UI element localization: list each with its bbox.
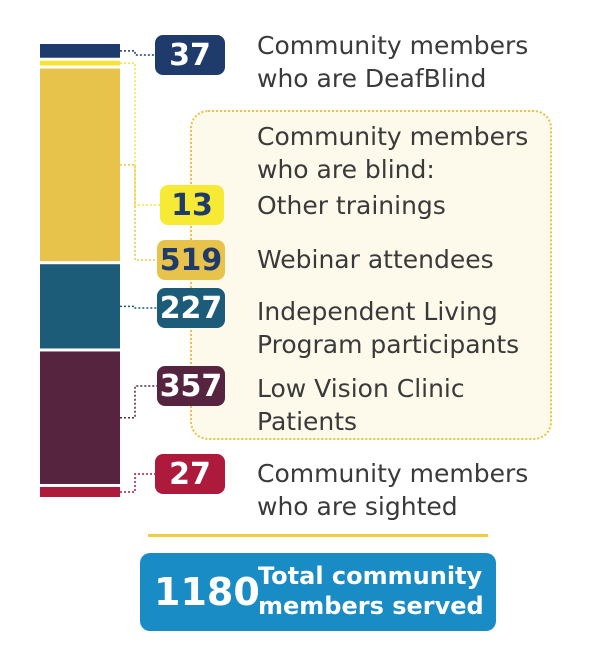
label-independent-living-line2: Program participants	[257, 330, 520, 359]
badge-low-vision: 357	[157, 366, 225, 406]
badge-other-trainings: 13	[160, 185, 224, 225]
label-deafblind-line2: who are DeafBlind	[257, 64, 487, 93]
label-sighted: Community members who are sighted	[257, 457, 528, 523]
total-box: 1180 Total community members served	[140, 553, 496, 631]
connector-independent-living	[120, 305, 157, 309]
label-deafblind-line1: Community members	[257, 31, 529, 60]
label-blind-group: Community members who are blind:	[257, 120, 528, 186]
connector-low-vision	[120, 385, 157, 419]
total-divider	[148, 534, 488, 537]
bar-segment-other-trainings	[40, 60, 120, 66]
bar-segment-low-vision	[40, 351, 120, 484]
connector-other-trainings	[120, 62, 160, 206]
label-low-vision-line1: Low Vision Clinic	[257, 374, 465, 403]
label-deafblind: Community members who are DeafBlind	[257, 29, 528, 95]
total-label-line1: Total community	[258, 562, 483, 590]
connector-sighted	[120, 473, 155, 493]
label-independent-living-line1: Independent Living	[257, 297, 498, 326]
label-low-vision-line2: Patients	[257, 407, 358, 436]
badge-deafblind: 37	[155, 35, 225, 75]
label-webinar-attendees: Webinar attendees	[257, 245, 494, 274]
label-independent-living: Independent Living Program participants	[257, 295, 519, 361]
label-sighted-line2: who are sighted	[257, 492, 458, 521]
badge-sighted: 27	[155, 454, 225, 494]
bar-segment-independent-living	[40, 264, 120, 349]
label-blind-group-line2: who are blind:	[257, 155, 435, 184]
bar-segment-webinar-attendees	[40, 68, 120, 262]
bar-segment-sighted	[40, 486, 120, 497]
label-other-trainings: Other trainings	[257, 191, 446, 220]
total-value: 1180	[154, 570, 260, 614]
label-low-vision: Low Vision Clinic Patients	[257, 372, 465, 438]
total-label: Total community members served	[258, 561, 484, 621]
badge-independent-living: 227	[157, 288, 225, 328]
label-sighted-line1: Community members	[257, 459, 529, 488]
label-blind-group-line1: Community members	[257, 122, 529, 151]
badge-webinar-attendees: 519	[157, 240, 225, 280]
total-label-line2: members served	[258, 592, 484, 620]
connector-webinar-attendees	[120, 164, 157, 261]
bar-segment-deafblind	[40, 44, 120, 58]
connector-deafblind	[120, 50, 155, 56]
